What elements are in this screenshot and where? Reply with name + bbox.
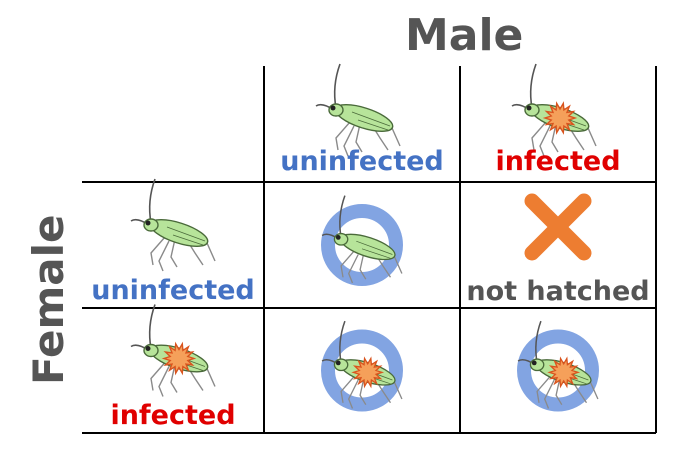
row-label-infected: infected xyxy=(110,400,236,431)
hatched-circle-r0-c0 xyxy=(321,204,403,286)
outcome-label-not-hatched: not hatched xyxy=(466,276,650,307)
row-bug-uninfected-icon xyxy=(130,178,216,272)
hatched-circle-r1-c1 xyxy=(517,329,599,412)
column-label-uninfected: uninfected xyxy=(280,146,444,177)
offspring-bug-r1-c1-icon xyxy=(517,320,599,409)
offspring-bug-r1-c0-icon xyxy=(321,320,403,409)
column-bug-uninfected-icon xyxy=(315,63,401,157)
male-title: Male xyxy=(405,10,524,61)
column-label-infected: infected xyxy=(495,146,621,177)
row-label-uninfected: uninfected xyxy=(91,275,255,306)
not-hatched-cross-r0-c1 xyxy=(524,193,592,261)
offspring-bug-r0-c0-icon xyxy=(321,195,403,284)
row-bug-infected-icon xyxy=(130,304,216,397)
hatched-circle-r1-c0 xyxy=(321,329,403,412)
column-bug-infected-icon xyxy=(511,63,597,157)
